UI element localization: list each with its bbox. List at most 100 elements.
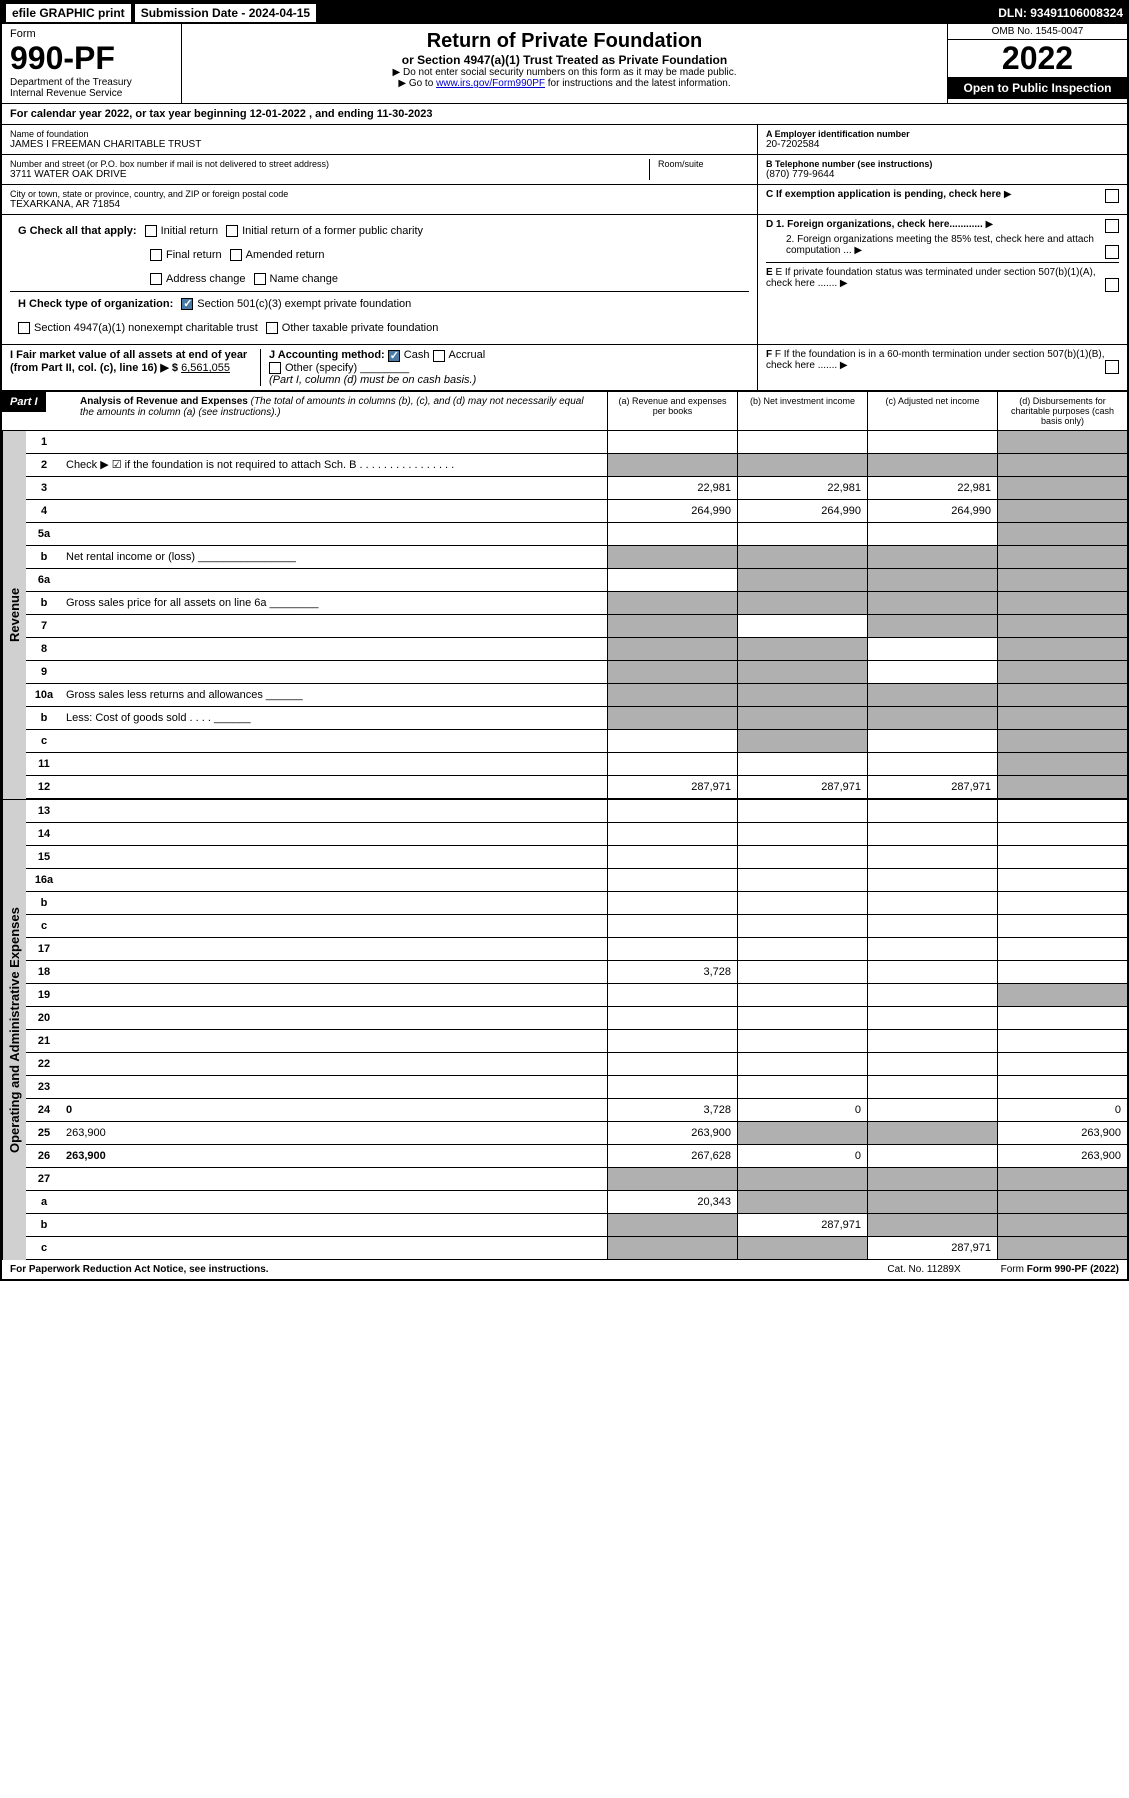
line-number: 25	[26, 1125, 62, 1141]
line-desc: 263,900	[62, 1125, 607, 1141]
final-return-checkbox[interactable]	[150, 249, 162, 261]
col-b-value	[737, 707, 867, 729]
col-d-value	[997, 1191, 1127, 1213]
col-d-value	[997, 592, 1127, 614]
table-row: 8	[26, 638, 1127, 661]
line-desc: Check ▶ ☑ if the foundation is not requi…	[62, 456, 607, 473]
line-desc	[62, 440, 607, 444]
col-a-value	[607, 915, 737, 937]
col-c-value	[867, 661, 997, 683]
col-b-value	[737, 431, 867, 453]
submission-date: Submission Date - 2024-04-15	[135, 4, 316, 22]
col-c-value	[867, 1168, 997, 1190]
name-change-checkbox[interactable]	[254, 273, 266, 285]
col-d-value	[997, 846, 1127, 868]
irs-link[interactable]: www.irs.gov/Form990PF	[436, 78, 545, 89]
accrual-checkbox[interactable]	[433, 350, 445, 362]
col-c-value	[867, 684, 997, 706]
col-b-value: 287,971	[737, 776, 867, 798]
col-d-value	[997, 869, 1127, 891]
line-desc	[62, 1200, 607, 1204]
c-checkbox[interactable]	[1105, 189, 1119, 203]
col-a-value: 267,628	[607, 1145, 737, 1167]
tax-year: 2022	[948, 40, 1127, 77]
table-row: 11	[26, 753, 1127, 776]
other-taxable-checkbox[interactable]	[266, 322, 278, 334]
table-row: 14	[26, 823, 1127, 846]
table-row: 9	[26, 661, 1127, 684]
omb: OMB No. 1545-0047	[948, 24, 1127, 40]
col-b-value	[737, 1122, 867, 1144]
col-d-value	[997, 615, 1127, 637]
table-row: 4264,990264,990264,990	[26, 500, 1127, 523]
4947-checkbox[interactable]	[18, 322, 30, 334]
col-d-value	[997, 1214, 1127, 1236]
col-a-value	[607, 1076, 737, 1098]
col-c-value	[867, 1214, 997, 1236]
table-row: 25263,900263,900263,900	[26, 1122, 1127, 1145]
col-a-value: 264,990	[607, 500, 737, 522]
501c3-checkbox[interactable]	[181, 298, 193, 310]
col-d-value	[997, 684, 1127, 706]
col-c-value	[867, 1053, 997, 1075]
col-a-value	[607, 638, 737, 660]
other-method-checkbox[interactable]	[269, 362, 281, 374]
header-center: Return of Private Foundation or Section …	[182, 24, 947, 103]
address-change-checkbox[interactable]	[150, 273, 162, 285]
table-row: 26263,900267,6280263,900	[26, 1145, 1127, 1168]
table-row: 20	[26, 1007, 1127, 1030]
d1-checkbox[interactable]	[1105, 219, 1119, 233]
amended-checkbox[interactable]	[230, 249, 242, 261]
f-checkbox[interactable]	[1105, 360, 1119, 374]
table-row: 5a	[26, 523, 1127, 546]
footer: For Paperwork Reduction Act Notice, see …	[2, 1260, 1127, 1279]
table-row: b	[26, 892, 1127, 915]
table-row: b287,971	[26, 1214, 1127, 1237]
efile-label[interactable]: efile GRAPHIC print	[6, 4, 131, 22]
table-row: 1	[26, 431, 1127, 454]
col-c-value	[867, 454, 997, 476]
form-container: efile GRAPHIC print Submission Date - 20…	[0, 0, 1129, 1281]
top-bar: efile GRAPHIC print Submission Date - 20…	[2, 2, 1127, 24]
e-checkbox[interactable]	[1105, 278, 1119, 292]
col-b-value: 264,990	[737, 500, 867, 522]
col-b-value	[737, 1237, 867, 1259]
line-desc	[62, 947, 607, 951]
table-row: 27	[26, 1168, 1127, 1191]
d2-checkbox[interactable]	[1105, 245, 1119, 259]
line-desc	[62, 647, 607, 651]
line-number: b	[26, 1217, 62, 1233]
open-inspection: Open to Public Inspection	[948, 77, 1127, 99]
col-d-value	[997, 638, 1127, 660]
cash-checkbox[interactable]	[388, 350, 400, 362]
d1: D 1. Foreign organizations, check here..…	[766, 219, 1119, 230]
line-desc	[62, 509, 607, 513]
col-c-value	[867, 1007, 997, 1029]
col-b: (b) Net investment income	[737, 392, 867, 430]
initial-return-checkbox[interactable]	[145, 225, 157, 237]
table-row: 7	[26, 615, 1127, 638]
col-a-value	[607, 823, 737, 845]
col-a-value: 3,728	[607, 1099, 737, 1121]
line-number: c	[26, 733, 62, 749]
col-c-value	[867, 753, 997, 775]
table-row: bGross sales price for all assets on lin…	[26, 592, 1127, 615]
table-row: 2Check ▶ ☑ if the foundation is not requ…	[26, 454, 1127, 477]
dln: DLN: 93491106008324	[998, 6, 1123, 20]
col-d-value	[997, 454, 1127, 476]
col-c-value	[867, 869, 997, 891]
col-d-value	[997, 431, 1127, 453]
col-c-value	[867, 615, 997, 637]
table-row: bLess: Cost of goods sold . . . . ______	[26, 707, 1127, 730]
col-b-value	[737, 984, 867, 1006]
initial-public-checkbox[interactable]	[226, 225, 238, 237]
table-row: 2403,72800	[26, 1099, 1127, 1122]
col-d-value	[997, 753, 1127, 775]
col-b-value	[737, 800, 867, 822]
line-number: 22	[26, 1056, 62, 1072]
line-number: 8	[26, 641, 62, 657]
line-number: 24	[26, 1102, 62, 1118]
table-row: 22	[26, 1053, 1127, 1076]
col-a-value	[607, 546, 737, 568]
table-row: a20,343	[26, 1191, 1127, 1214]
